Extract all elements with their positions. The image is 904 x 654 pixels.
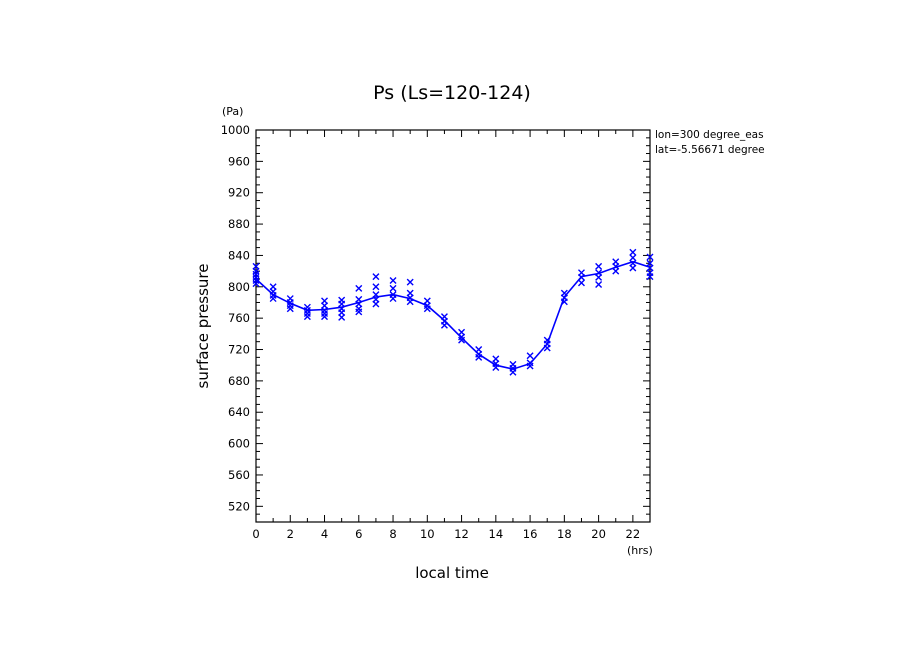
scatter-point-x [303,309,311,317]
x-tick-label: 0 [252,527,259,541]
scatter-point-x [646,273,654,281]
scatter-point-x [526,352,534,360]
scatter-point-x [355,305,363,313]
scatter-point-x [629,254,637,262]
y-tick-label: 880 [228,217,250,231]
scatter-point-x [355,308,363,316]
scatter-point-x [612,267,620,275]
scatter-point-x [492,364,500,372]
x-tick-label: 8 [389,527,396,541]
y-tick-label: 760 [228,311,250,325]
scatter-point-x [526,359,534,367]
scatter-point-x [321,313,329,321]
scatter-point-x [629,248,637,256]
x-tick-label: 16 [523,527,538,541]
x-tick-label: 2 [287,527,294,541]
scatter-point-x [338,313,346,321]
scatter-point-x [595,280,603,288]
scatter-point-x [423,302,431,310]
x-tick-label: 18 [557,527,572,541]
y-tick-label: 1000 [221,123,250,137]
scatter-point-x [389,277,397,285]
scatter-point-x [475,350,483,358]
y-tick-label: 800 [228,280,250,294]
scatter-point-x [509,368,517,376]
plot-area: 5205606006406807207608008408809209601000… [221,123,654,541]
y-axis-title: surface pressure [194,264,212,389]
scatter-point-x [406,278,414,286]
scatter-point-x [543,344,551,352]
chart-title: Ps (Ls=120-124) [373,82,531,104]
y-tick-label: 920 [228,186,250,200]
scatter-point-x [595,262,603,270]
y-tick-label: 720 [228,343,250,357]
scatter-point-x [458,333,466,341]
y-tick-label: 840 [228,248,250,262]
x-tick-label: 12 [454,527,469,541]
scatter-point-x [269,295,277,303]
annotation-lon: lon=300 degree_eas [655,129,764,141]
x-tick-label: 22 [626,527,641,541]
plot-frame [255,129,651,523]
scatter-point-x [372,300,380,308]
scatter-point-x [560,298,568,306]
scatter-point-x [303,313,311,321]
y-tick-label: 640 [228,405,250,419]
scatter-point-x [321,309,329,317]
x-tick-label: 4 [321,527,328,541]
scatter-point-x [355,284,363,292]
x-tick-label: 20 [591,527,606,541]
annotation-lat: lat=-5.56671 degree [655,144,765,156]
scatter-point-x [646,253,654,261]
scatter-point-x [440,321,448,329]
y-tick-label: 560 [228,468,250,482]
y-unit-label: (Pa) [222,105,243,118]
x-tick-label: 10 [420,527,435,541]
scatter-point-x [458,336,466,344]
scatter-point-x [389,284,397,292]
x-unit-label: (hrs) [627,544,653,557]
scatter-point-x [303,303,311,311]
scatter-point-x [475,353,483,361]
x-tick-label: 14 [489,527,504,541]
scatter-point-x [629,264,637,272]
scatter-point-x [526,362,534,370]
series-line-mean [255,260,651,370]
y-tick-label: 680 [228,374,250,388]
scatter-point-x [372,283,380,291]
x-axis-title: local time [415,564,489,582]
scatter-point-x [595,273,603,281]
scatter-point-x [577,273,585,281]
scatter-point-x [423,305,431,313]
scatter-point-x [252,280,260,288]
scatter-point-x [406,298,414,306]
scatter-point-x [286,305,294,313]
x-tick-label: 6 [355,527,362,541]
y-tick-label: 600 [228,437,250,451]
scatter-point-x [372,273,380,281]
y-tick-label: 520 [228,499,250,513]
scatter-point-x [577,279,585,287]
y-tick-label: 960 [228,154,250,168]
scatter-point-x [389,295,397,303]
